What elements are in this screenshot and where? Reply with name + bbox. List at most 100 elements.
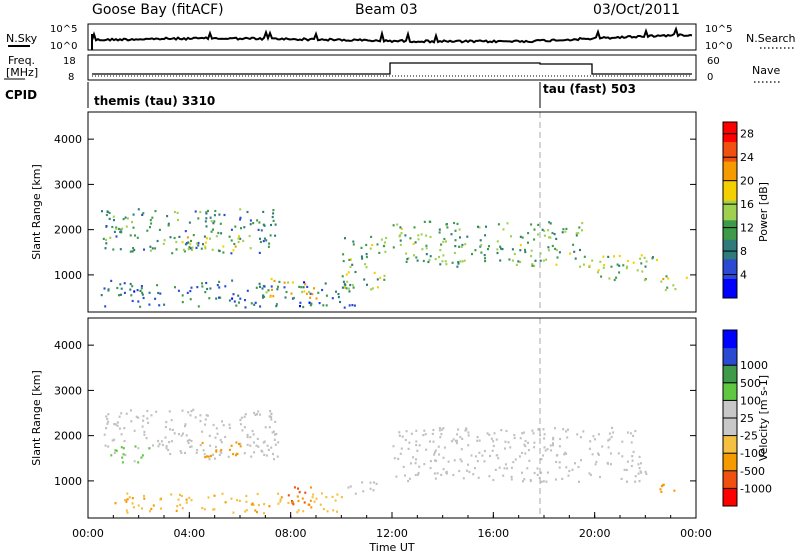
scatter-cell — [519, 260, 522, 264]
scatter-cell — [190, 239, 192, 243]
scatter-cell — [444, 260, 447, 263]
scatter-cell — [540, 471, 543, 474]
scatter-cell — [413, 254, 415, 257]
scatter-cell — [312, 493, 315, 496]
scatter-cell — [432, 428, 435, 432]
scatter-cell — [300, 286, 303, 289]
scatter-cell — [307, 503, 310, 506]
scatter-cell — [133, 460, 136, 463]
scatter-cell — [114, 502, 117, 505]
scatter-cell — [165, 447, 168, 450]
scatter-cell — [185, 501, 188, 504]
scatter-cell — [442, 427, 445, 430]
scatter-cell — [597, 453, 600, 456]
scatter-cell — [171, 252, 174, 255]
scatter-cell — [269, 410, 272, 413]
scatter-cell — [318, 302, 321, 305]
scatter-cell — [123, 291, 126, 294]
scatter-cell — [484, 234, 487, 237]
scatter-cell — [181, 241, 184, 244]
scatter-cell — [513, 433, 516, 437]
scatter-cell — [505, 429, 508, 433]
scatter-cell — [399, 239, 402, 242]
scatter-cell — [221, 492, 224, 495]
scatter-cell — [408, 477, 411, 480]
y-tick-label: 4000 — [54, 133, 82, 146]
scatter-cell — [466, 235, 469, 238]
scatter-cell — [527, 449, 530, 452]
scatter-cell — [239, 216, 242, 219]
scatter-cell — [205, 211, 208, 214]
scatter-cell — [292, 501, 295, 504]
scatter-cell — [189, 414, 192, 417]
scatter-cell — [158, 304, 161, 307]
scatter-cell — [107, 413, 110, 416]
scatter-cell — [622, 264, 625, 267]
scatter-cell — [280, 496, 283, 499]
scatter-cell — [483, 449, 486, 453]
scatter-cell — [124, 453, 127, 457]
scatter-cell — [417, 471, 420, 475]
scatter-cell — [594, 463, 597, 466]
scatter-cell — [265, 239, 268, 242]
scatter-cell — [405, 260, 408, 263]
scatter-cell — [204, 247, 207, 250]
date-title: 03/Oct/2011 — [593, 2, 680, 18]
scatter-cell — [104, 444, 107, 447]
scatter-cell — [454, 239, 457, 242]
scatter-cell — [128, 496, 131, 499]
scatter-cell — [134, 234, 136, 237]
scatter-cell — [404, 438, 407, 442]
scatter-cell — [425, 448, 428, 451]
scatter-cell — [112, 215, 115, 218]
scatter-cell — [305, 292, 308, 295]
scatter-cell — [464, 429, 467, 432]
scatter-cell — [438, 453, 441, 456]
scatter-cell — [576, 433, 579, 436]
scatter-cell — [105, 242, 108, 245]
scatter-cell — [238, 442, 240, 446]
scatter-cell — [438, 429, 441, 432]
scatter-cell — [273, 438, 276, 441]
scatter-cell — [549, 222, 552, 225]
scatter-cell — [322, 304, 325, 307]
scatter-cell — [415, 440, 418, 443]
scatter-cell — [246, 443, 249, 446]
scatter-cell — [349, 485, 352, 488]
scatter-cell — [200, 247, 203, 250]
scatter-cell — [545, 258, 548, 261]
scatter-cell — [276, 455, 279, 458]
scatter-cell — [137, 416, 140, 419]
scatter-cell — [192, 234, 195, 237]
scatter-cell — [536, 473, 539, 476]
scatter-cell — [213, 508, 216, 511]
scatter-cell — [215, 450, 218, 453]
nave-tick-high: 60 — [707, 56, 720, 67]
power-region-1 — [181, 235, 240, 252]
velocity-colorbar-label: Velocity [m s-1] — [757, 375, 770, 461]
scatter-cell — [157, 291, 160, 295]
scatter-cell — [169, 236, 172, 239]
scatter-cell — [457, 261, 460, 264]
scatter-cell — [291, 500, 293, 503]
scatter-cell — [439, 263, 442, 266]
scatter-cell — [409, 237, 412, 240]
scatter-cell — [180, 494, 183, 498]
scatter-cell — [523, 443, 526, 446]
scatter-cell — [632, 450, 635, 453]
scatter-cell — [129, 288, 132, 291]
scatter-cell — [552, 442, 554, 445]
scatter-cell — [132, 213, 135, 216]
nave-label: Nave — [752, 64, 780, 77]
scatter-cell — [143, 248, 145, 251]
scatter-cell — [263, 453, 266, 456]
scatter-cell — [107, 420, 110, 423]
scatter-cell — [150, 414, 153, 417]
scatter-cell — [527, 232, 530, 235]
scatter-cell — [145, 437, 148, 440]
scatter-cell — [124, 499, 127, 502]
scatter-cell — [597, 269, 600, 272]
scatter-cell — [543, 446, 546, 449]
scatter-cell — [154, 210, 157, 213]
scatter-cell — [453, 251, 456, 255]
